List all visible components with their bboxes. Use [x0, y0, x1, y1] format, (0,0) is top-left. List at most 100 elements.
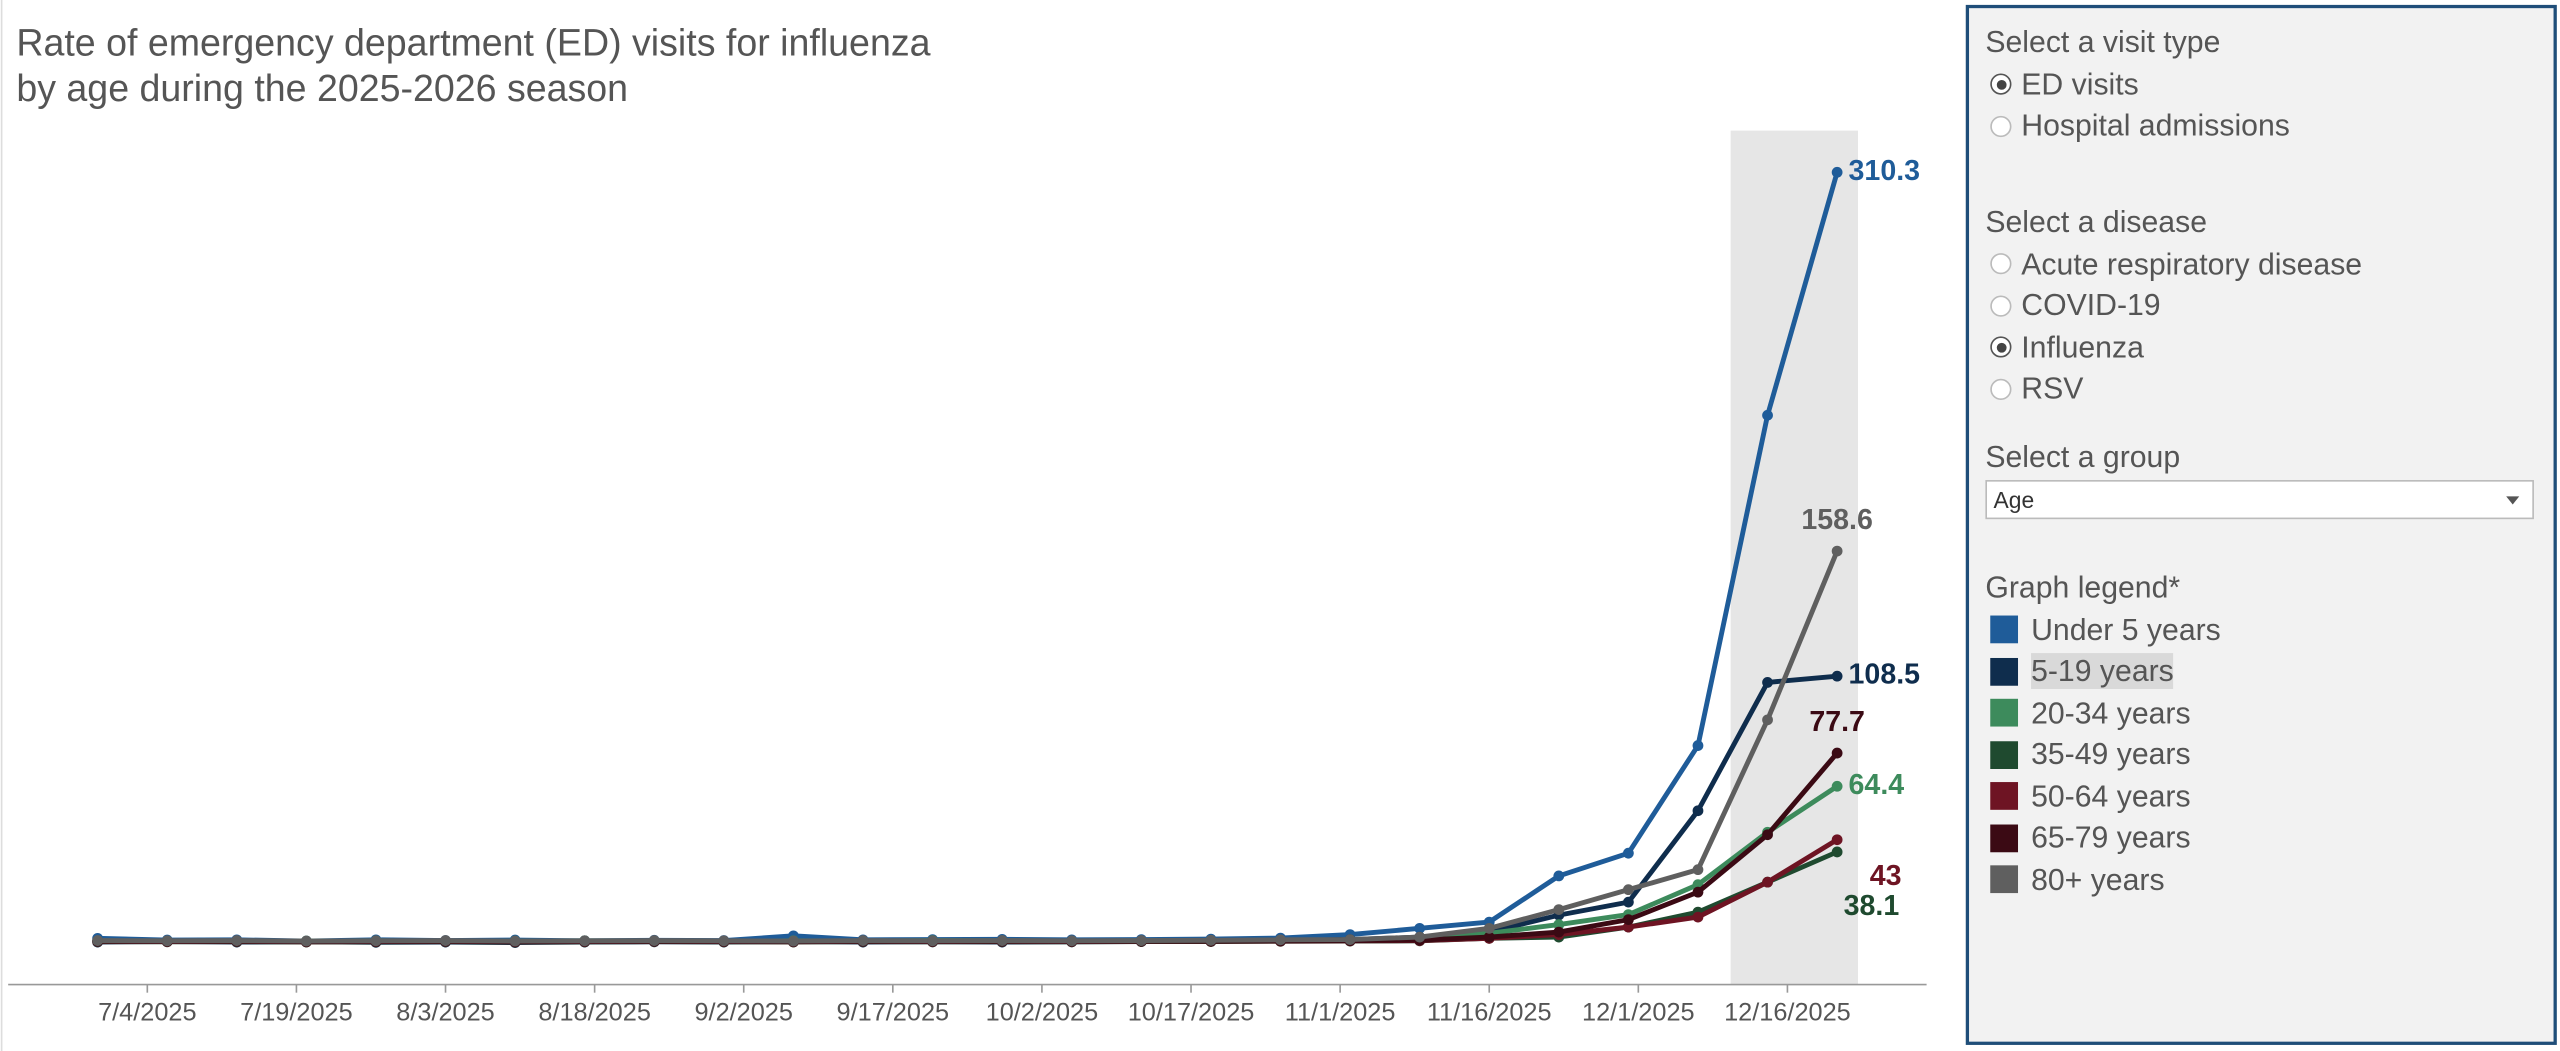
x-tick-label: 7/4/2025 [98, 999, 196, 1027]
dropdown-value: Age [1993, 486, 2035, 513]
data-point [1483, 931, 1495, 943]
data-point [927, 935, 938, 947]
legend-item[interactable]: 35-49 years [1985, 734, 2220, 776]
data-point [1622, 921, 1634, 933]
legend-swatch [1990, 699, 2019, 727]
x-tick-label: 9/17/2025 [837, 999, 950, 1027]
data-point [1553, 904, 1565, 916]
data-point [1553, 870, 1565, 882]
data-point [718, 935, 730, 947]
filter-panel: Select a visit type ED visits Hospital ad… [1965, 4, 2557, 1045]
data-point [1831, 670, 1843, 682]
legend-item[interactable]: 65-79 years [1985, 817, 2220, 859]
legend-label: 20-34 years [2031, 695, 2191, 730]
radio-button [1990, 295, 2012, 317]
data-label: 158.6 [1801, 504, 1872, 536]
radio-option[interactable]: Acute respiratory disease [1985, 243, 2362, 285]
data-point [1692, 805, 1704, 817]
filter-label: Select a disease [1985, 204, 2208, 239]
data-point [1483, 922, 1495, 934]
legend-item[interactable]: 5-19 years [1985, 651, 2220, 693]
radio-label: Influenza [2021, 329, 2144, 364]
data-point [1622, 896, 1634, 908]
options: ED visits Hospital admissions [1985, 64, 2290, 147]
series-line [97, 784, 1839, 944]
data-point [1275, 934, 1286, 946]
legend-swatch [1990, 782, 2019, 811]
data-point [1692, 911, 1704, 923]
radio-label: ED visits [2021, 66, 2139, 101]
data-point [648, 935, 660, 946]
data-label: 43 [1870, 860, 1902, 892]
data-point [1762, 714, 1773, 726]
data-point [1135, 935, 1147, 946]
radio-button [1990, 378, 2012, 400]
data-point [92, 935, 104, 946]
data-point [857, 935, 869, 946]
x-tick-label: 11/1/2025 [1285, 999, 1396, 1027]
radio-option[interactable]: Hospital admissions [1985, 105, 2290, 147]
data-label: 77.7 [1809, 706, 1865, 738]
data-point [440, 935, 451, 946]
data-point [996, 935, 1008, 946]
data-point [509, 935, 521, 947]
radio-option[interactable]: ED visits [1985, 64, 2290, 106]
legend-title: Graph legend* [1985, 569, 2181, 605]
chart-title: Rate of emergency department (ED) visits… [16, 21, 931, 64]
data-point [1622, 914, 1634, 925]
visit-type-filter: Select a visit type ED visits Hospital ad… [1985, 24, 2290, 146]
data-label: 64.4 [1849, 769, 1905, 801]
data-point [1553, 926, 1565, 938]
legend: Graph legend* Under 5 years 5-19 years 20-… [1985, 570, 2220, 901]
data-point [300, 935, 312, 947]
chart-subtitle: by age during the 2025-2026 season [16, 66, 629, 110]
x-tick-label: 12/1/2025 [1582, 999, 1695, 1027]
radio-option[interactable]: Influenza [1985, 327, 2362, 369]
data-point [1831, 846, 1843, 858]
data-point [1831, 780, 1843, 792]
legend-label: 5-19 years [2031, 653, 2174, 690]
legend-swatch [1990, 740, 2019, 769]
x-tick-label: 11/16/2025 [1427, 999, 1552, 1027]
radio-option[interactable]: RSV [1985, 368, 2362, 410]
data-point [1831, 834, 1843, 846]
legend-swatch [1990, 615, 2019, 644]
legend-swatch [1990, 824, 2019, 852]
x-tick-label: 7/19/2025 [240, 999, 353, 1027]
data-point [370, 935, 382, 947]
legend-swatch [1990, 865, 2019, 894]
data-label: 38.1 [1844, 890, 1900, 922]
data-point [161, 935, 173, 947]
x-tick-label: 8/18/2025 [538, 999, 651, 1027]
x-tick-label: 12/16/2025 [1724, 999, 1851, 1027]
legend-label: Under 5 years [2031, 611, 2221, 647]
data-point [1692, 886, 1704, 898]
options: Acute respiratory disease COVID-19 Influen… [1985, 243, 2362, 410]
data-point [1344, 934, 1356, 945]
legend-swatch [1990, 657, 2019, 686]
legend-item[interactable]: 50-64 years [1985, 776, 2220, 818]
radio-button [1990, 253, 2012, 275]
dropdown-arrow [2506, 495, 2520, 504]
x-tick-label: 10/17/2025 [1128, 999, 1255, 1027]
legend-item[interactable]: 20-34 years [1985, 692, 2220, 734]
legend-item[interactable]: 80+ years [1985, 859, 2220, 901]
legend-item[interactable]: Under 5 years [1985, 609, 2221, 651]
data-point [1692, 740, 1704, 751]
radio-label: Hospital admissions [2021, 108, 2290, 143]
data-point [1762, 829, 1773, 841]
group-filter: Select a group Age [1985, 439, 2534, 520]
data-point [1622, 847, 1634, 859]
data-point [1762, 409, 1773, 421]
group-dropdown[interactable]: Age [1985, 480, 2534, 520]
data-point [1414, 922, 1426, 934]
data-label: 310.3 [1849, 155, 1920, 187]
radio-option[interactable]: COVID-19 [1985, 285, 2362, 327]
data-point [1831, 545, 1843, 557]
data-point [1622, 884, 1634, 896]
data-point [788, 935, 799, 947]
radio-label: COVID-19 [2021, 287, 2161, 323]
radio-label: RSV [2021, 371, 2084, 406]
data-point [1831, 166, 1843, 178]
